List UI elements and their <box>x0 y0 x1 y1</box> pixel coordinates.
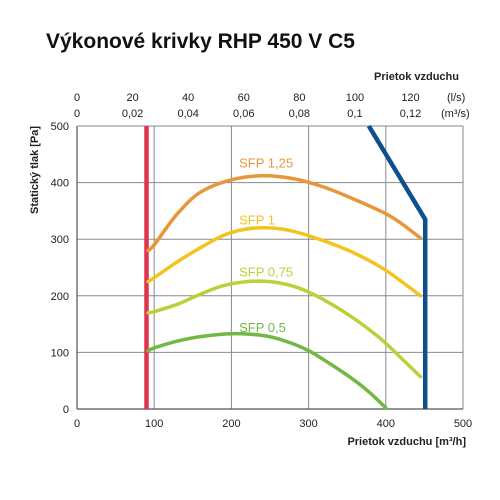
x-tick-label-3: 300 <box>299 418 317 430</box>
top-ls-tick-label-6: 120 <box>401 92 419 104</box>
x-tick-label-4: 400 <box>377 418 395 430</box>
curve-label-3: SFP 0,5 <box>239 320 286 335</box>
x-tick-label-0: 0 <box>74 418 80 430</box>
top-ls-tick-label-4: 80 <box>293 92 305 104</box>
series-lines <box>146 174 423 410</box>
axes <box>76 126 463 410</box>
top-m3s-tick-label-6: 0,12 <box>400 108 421 120</box>
series-line-1 <box>146 225 423 298</box>
top-m3s-tick-label-2: 0,04 <box>177 108 198 120</box>
y-tick-label-0: 0 <box>63 404 69 416</box>
top-m3s-tick-label-4: 0,08 <box>289 108 310 120</box>
top-axis-title: Prietok vzduchu <box>374 71 459 83</box>
top-axis-m3s-unit: (m³/s) <box>441 108 470 120</box>
grid <box>76 125 464 410</box>
top-ls-tick-label-0: 0 <box>74 92 80 104</box>
series-line-3 <box>146 331 388 410</box>
y-tick-label-2: 200 <box>51 291 69 303</box>
tick-labels: 0 100 200 300 400 500 0 100 200 300 400 500 0 20 40 60 8… <box>51 92 473 430</box>
y-tick-label-1: 100 <box>51 347 69 359</box>
top-ls-tick-label-2: 40 <box>182 92 194 104</box>
y-axis-label: Statický tlak [Pa] <box>29 126 41 214</box>
y-tick-label-3: 300 <box>51 234 69 246</box>
y-tick-label-5: 500 <box>51 121 69 133</box>
top-ls-tick-label-5: 100 <box>346 92 364 104</box>
chart-title: Výkonové krivky RHP 450 V C5 <box>46 30 355 53</box>
limit-lines <box>144 124 428 409</box>
curve-label-0: SFP 1,25 <box>239 155 293 170</box>
top-m3s-tick-label-5: 0,1 <box>347 108 362 120</box>
y-tick-label-4: 400 <box>51 178 69 190</box>
top-m3s-tick-label-3: 0,06 <box>233 108 254 120</box>
x-tick-label-5: 500 <box>454 418 472 430</box>
curve-label-1: SFP 1 <box>239 212 275 227</box>
x-tick-label-1: 100 <box>145 418 163 430</box>
curve-label-2: SFP 0,75 <box>239 265 293 280</box>
series-line-0 <box>146 174 423 253</box>
top-axis-ls-unit: (l/s) <box>447 92 465 104</box>
top-m3s-tick-label-1: 0,02 <box>122 108 143 120</box>
x-tick-label-2: 200 <box>222 418 240 430</box>
top-m3s-tick-label-0: 0 <box>74 108 80 120</box>
series-line-2 <box>146 279 423 379</box>
curve-labels: SFP 1,25 SFP 1 SFP 0,75 SFP 0,5 <box>239 155 293 335</box>
top-ls-tick-label-1: 20 <box>126 92 138 104</box>
limit-line-1 <box>366 124 428 409</box>
x-axis-label: Prietok vzduchu [m³/h] <box>347 436 466 448</box>
top-ls-tick-label-3: 60 <box>238 92 250 104</box>
